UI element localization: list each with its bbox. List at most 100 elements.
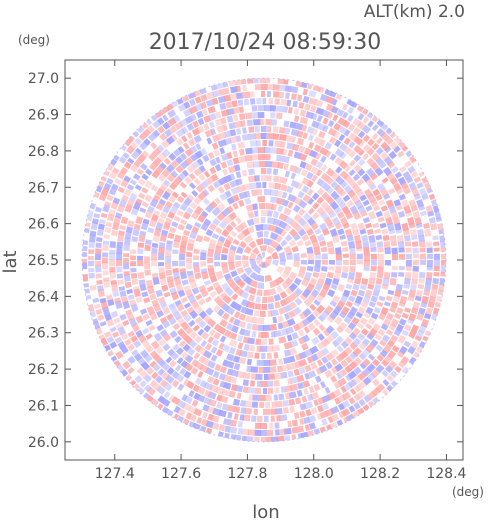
radar-cell bbox=[266, 161, 273, 167]
radar-cell bbox=[89, 273, 96, 279]
radar-cell bbox=[377, 272, 384, 278]
radar-cell bbox=[95, 265, 101, 272]
radar-cell bbox=[257, 189, 262, 195]
radar-cell bbox=[264, 154, 271, 160]
radar-cell bbox=[315, 253, 321, 259]
radar-cell bbox=[95, 248, 101, 254]
radar-cell bbox=[144, 270, 151, 276]
radar-cell bbox=[362, 241, 369, 249]
radar-disc bbox=[81, 77, 447, 443]
radar-cell bbox=[158, 247, 165, 254]
radar-cell bbox=[377, 247, 383, 252]
radar-cell bbox=[97, 229, 104, 236]
y-axis-label: lat bbox=[0, 250, 21, 273]
radar-cell bbox=[214, 253, 220, 260]
radar-cell bbox=[109, 250, 115, 254]
radar-cell bbox=[272, 402, 277, 408]
radar-cell bbox=[265, 402, 270, 408]
radar-cell bbox=[151, 259, 157, 266]
radar-cell bbox=[254, 353, 259, 359]
radar-cell bbox=[248, 133, 256, 140]
radar-cell bbox=[265, 395, 272, 401]
radar-cell bbox=[243, 386, 249, 393]
radar-cell bbox=[335, 266, 342, 273]
radar-cell bbox=[261, 84, 268, 90]
radar-cell bbox=[406, 247, 412, 252]
radar-cell bbox=[371, 260, 377, 266]
radar-cell bbox=[257, 381, 261, 387]
radar-cell bbox=[144, 263, 150, 270]
radar-cell bbox=[144, 245, 151, 251]
radar-cell bbox=[257, 416, 263, 422]
radar-cell bbox=[405, 241, 412, 246]
radar-cell bbox=[264, 147, 270, 153]
radar-cell bbox=[248, 169, 255, 176]
radar-cell bbox=[269, 423, 273, 429]
radar-cell bbox=[432, 278, 439, 284]
radar-cell bbox=[283, 400, 290, 407]
radar-cell bbox=[336, 260, 342, 266]
radar-cell bbox=[336, 254, 342, 261]
radar-cell bbox=[267, 175, 272, 181]
radar-cell bbox=[238, 421, 243, 428]
radar-cell bbox=[413, 254, 419, 258]
radar-cell bbox=[431, 284, 438, 291]
radar-cell bbox=[252, 324, 258, 331]
x-tick-label: 128.0 bbox=[294, 466, 334, 482]
radar-cell bbox=[256, 346, 261, 352]
radar-cell bbox=[244, 99, 249, 106]
radar-cell bbox=[267, 430, 273, 436]
radar-cell bbox=[322, 253, 328, 259]
radar-cell bbox=[172, 249, 178, 254]
radar-cell bbox=[276, 415, 281, 421]
y-tick-label: 26.6 bbox=[28, 217, 59, 233]
radar-cell bbox=[123, 253, 129, 257]
radar-cell bbox=[261, 126, 267, 132]
radar-cell bbox=[418, 278, 425, 283]
radar-cell bbox=[434, 266, 440, 271]
radar-cell bbox=[427, 254, 433, 259]
radar-cell bbox=[308, 253, 314, 260]
radar-cell bbox=[267, 91, 271, 97]
radar-cell bbox=[235, 78, 242, 85]
radar-cell bbox=[243, 379, 249, 386]
radar-cell bbox=[123, 258, 129, 263]
radar-cell bbox=[349, 247, 356, 254]
radar-cell bbox=[432, 235, 439, 240]
radar-cell bbox=[88, 256, 94, 260]
y-tick-label: 26.5 bbox=[28, 253, 59, 269]
radar-cell bbox=[392, 254, 398, 260]
radar-cell bbox=[152, 243, 159, 248]
radar-cell bbox=[293, 260, 300, 268]
radar-cell bbox=[130, 268, 136, 273]
radar-cell bbox=[260, 217, 265, 223]
radar-cell bbox=[260, 311, 266, 317]
radar-cell bbox=[390, 278, 397, 286]
radar-cell bbox=[285, 385, 292, 392]
radar-cell bbox=[257, 196, 265, 202]
radar-cell bbox=[266, 381, 273, 387]
radar-cell bbox=[251, 373, 257, 379]
radar-cell bbox=[259, 402, 264, 408]
radar-cell bbox=[123, 244, 130, 251]
radar-cell bbox=[273, 176, 280, 183]
radar-cell bbox=[434, 254, 440, 260]
y-tick-label: 26.4 bbox=[28, 289, 59, 305]
radar-cell bbox=[255, 339, 261, 345]
radar-cell bbox=[357, 260, 363, 264]
y-tick-label: 26.2 bbox=[28, 362, 59, 378]
radar-cell bbox=[256, 140, 261, 146]
radar-cell bbox=[392, 266, 398, 270]
radar-cell bbox=[279, 92, 285, 99]
radar-cell bbox=[267, 353, 272, 359]
radar-cell bbox=[193, 262, 199, 267]
radar-cell bbox=[179, 261, 185, 267]
radar-cell bbox=[245, 113, 252, 120]
radar-cell bbox=[279, 127, 286, 134]
radar-cell bbox=[264, 374, 269, 380]
radar-cell bbox=[247, 77, 253, 84]
radar-cell bbox=[103, 277, 109, 282]
radar-cell bbox=[270, 324, 277, 331]
radar-cell bbox=[240, 407, 246, 414]
